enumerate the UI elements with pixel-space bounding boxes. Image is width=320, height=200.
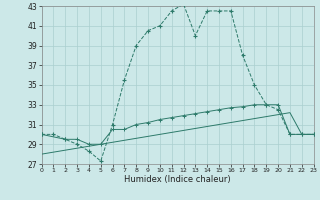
X-axis label: Humidex (Indice chaleur): Humidex (Indice chaleur) <box>124 175 231 184</box>
